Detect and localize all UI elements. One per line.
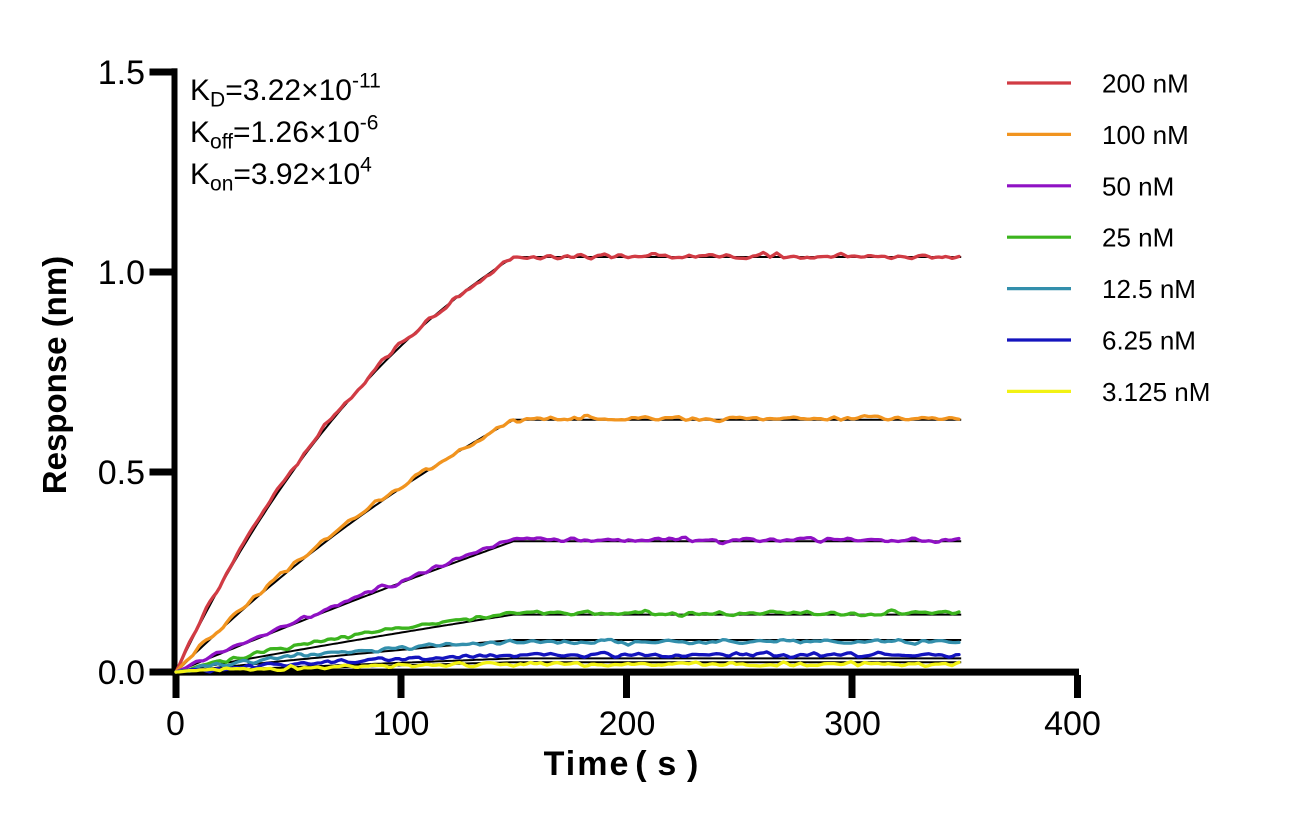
- svg-text:Time ( s ): Time ( s ): [544, 745, 701, 783]
- svg-text:100 nM: 100 nM: [1102, 120, 1189, 150]
- svg-text:0.5: 0.5: [98, 454, 145, 492]
- svg-text:300: 300: [824, 705, 881, 743]
- svg-text:0: 0: [166, 705, 185, 743]
- svg-text:50 nM: 50 nM: [1102, 171, 1174, 201]
- svg-text:3.125 nM: 3.125 nM: [1102, 377, 1210, 407]
- svg-text:400: 400: [1044, 705, 1101, 743]
- svg-text:1.0: 1.0: [98, 254, 145, 292]
- svg-text:0.0: 0.0: [98, 654, 145, 692]
- svg-text:200 nM: 200 nM: [1102, 69, 1189, 99]
- svg-text:1.5: 1.5: [98, 54, 145, 92]
- svg-text:Response (nm): Response (nm): [36, 256, 73, 494]
- svg-text:25 nM: 25 nM: [1102, 223, 1174, 253]
- svg-text:200: 200: [599, 705, 656, 743]
- svg-text:6.25 nM: 6.25 nM: [1102, 326, 1196, 356]
- svg-text:100: 100: [373, 705, 430, 743]
- svg-text:12.5 nM: 12.5 nM: [1102, 274, 1196, 304]
